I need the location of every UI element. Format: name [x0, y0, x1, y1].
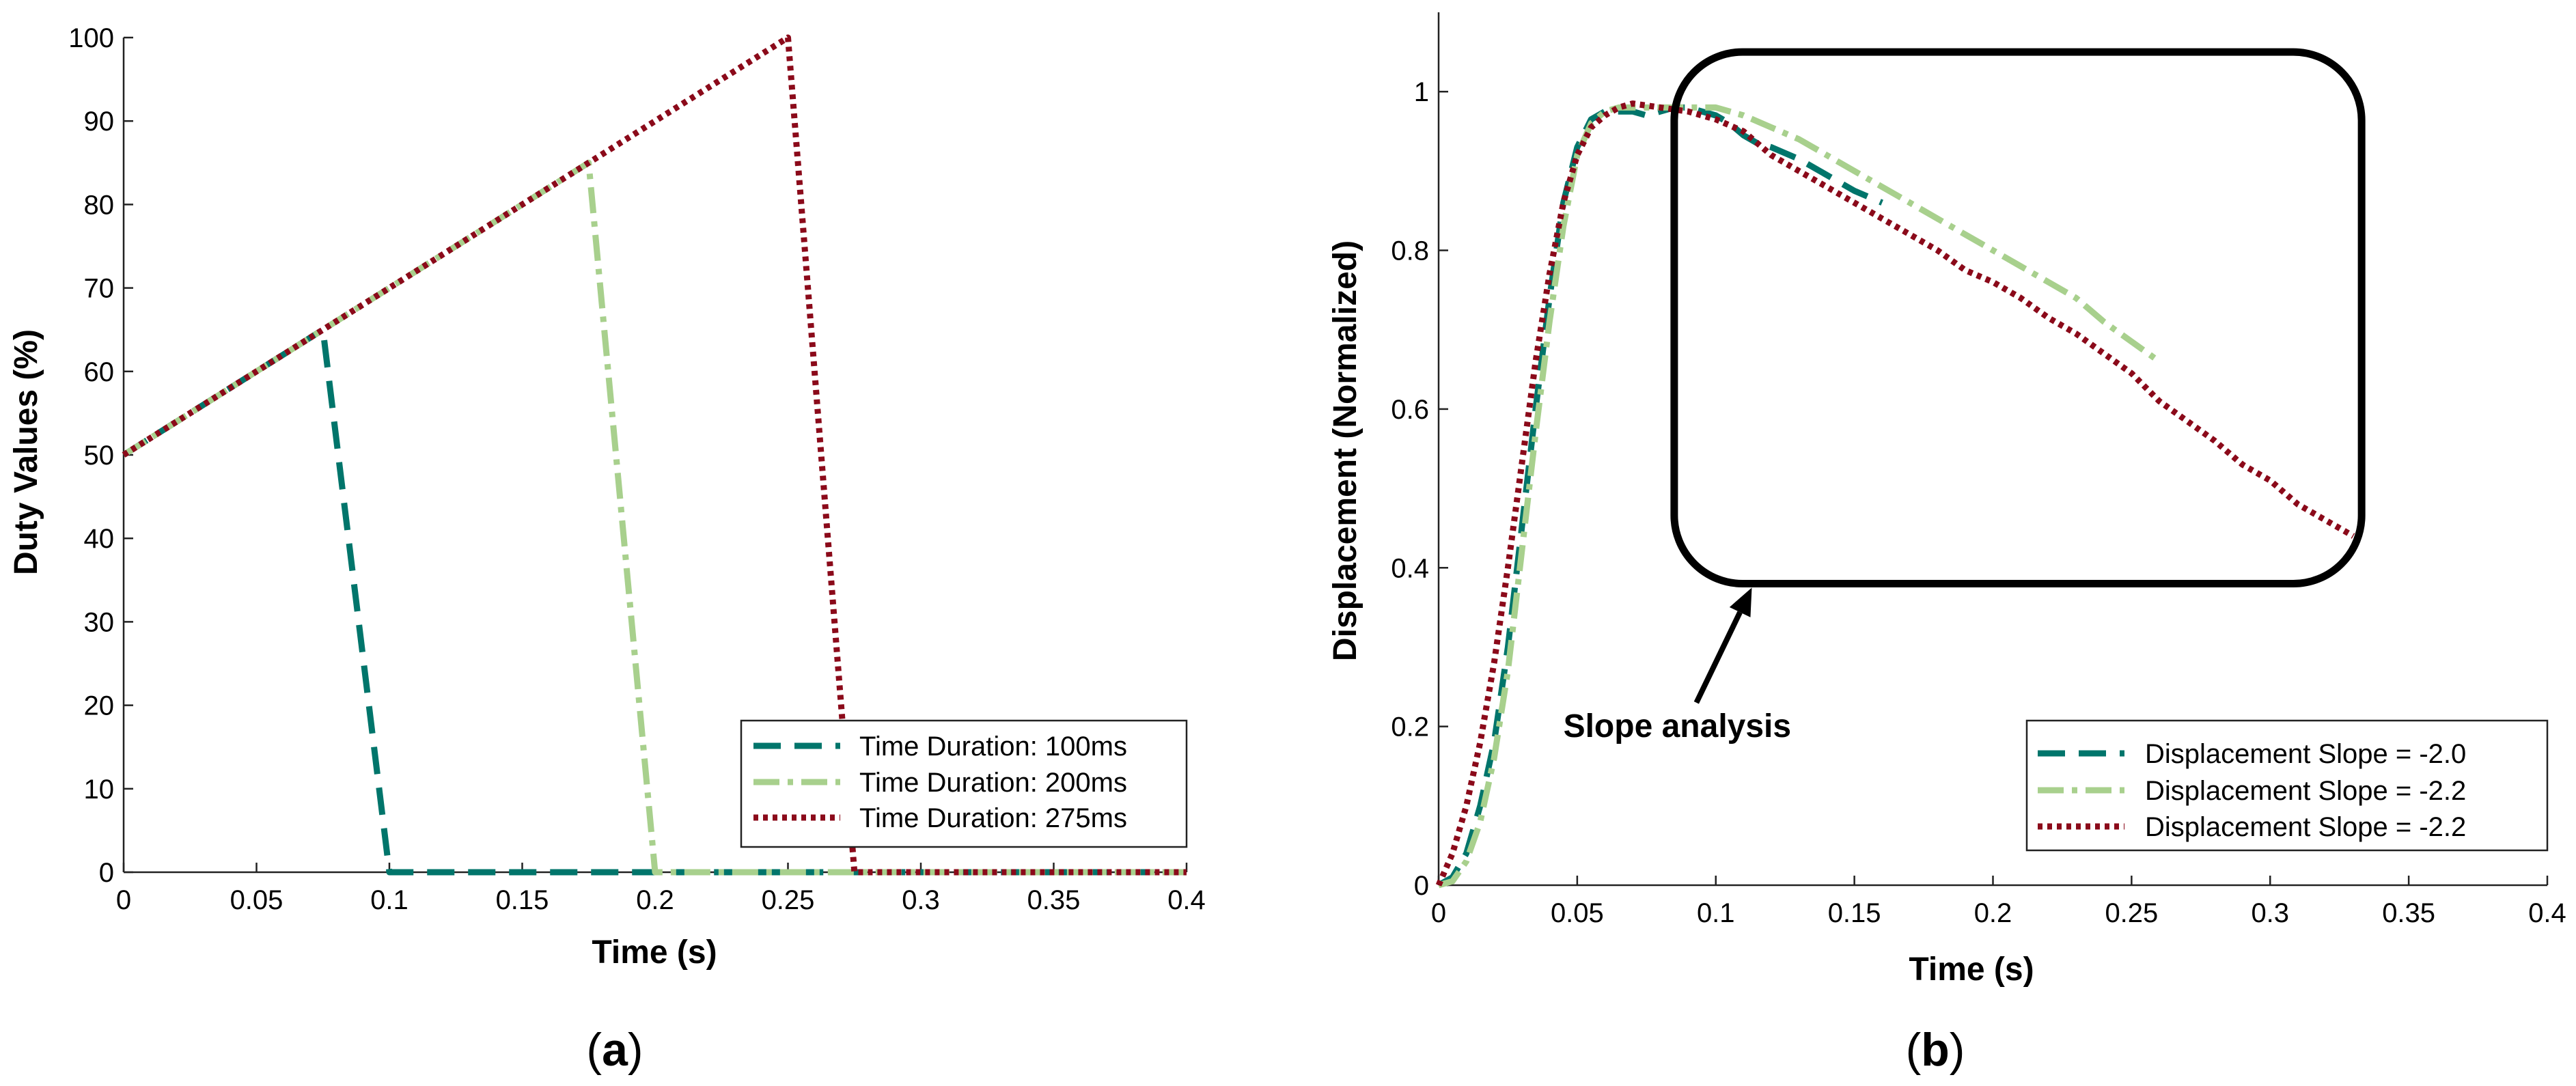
panel-b-caption-letter: b: [1921, 1024, 1950, 1076]
panel-b-y-tick-label: 0.8: [1391, 236, 1429, 266]
panel-b-y-tick-label: 0.2: [1391, 712, 1429, 742]
panel-b-y-tick-label: 0: [1414, 871, 1429, 901]
panel-a-y-tick-label: 0: [99, 858, 114, 888]
panel-b-caption-open-paren: (: [1906, 1024, 1922, 1076]
panel-b-x-tick-label: 0.1: [1697, 898, 1735, 928]
panel-a-y-tick-label: 60: [84, 357, 115, 387]
panel-b-y-tick-label: 1: [1414, 77, 1429, 107]
panel-a-y-tick-label: 10: [84, 775, 115, 805]
panel-b-x-tick-label: 0.15: [1828, 898, 1881, 928]
panel-b-legend: Displacement Slope = -2.0 Displacement S…: [2025, 719, 2549, 852]
panel-a-y-tick-label: 40: [84, 524, 115, 554]
panel-a-axes: 0 0.05 0.1 0.15 0.2 0.25 0.3 0.35 0.4 0 10 20 30 40 50…: [68, 23, 1206, 915]
panel-a-x-tick-label: 0: [116, 885, 131, 915]
panel-a-y-tick-label: 20: [84, 691, 115, 721]
panel-a-x-axis-label: Time (s): [592, 934, 717, 971]
panel-b-x-tick-label: 0.3: [2251, 898, 2289, 928]
panel-b-x-tick-label: 0.2: [1974, 898, 2012, 928]
panel-b-x-axis-label: Time (s): [1909, 951, 2034, 988]
panel-a-series-line-1: [122, 326, 1187, 876]
panel-b-x-tick-label: 0.25: [2105, 898, 2158, 928]
panel-a-x-tick-label: 0.35: [1027, 885, 1081, 915]
panel-b-x-tick-label: 0.05: [1551, 898, 1604, 928]
panel-a-y-tick-label: 90: [84, 107, 115, 137]
panel-a-caption-label: (a): [586, 1024, 643, 1076]
panel-b-legend-box: [2025, 719, 2549, 852]
panel-b-legend-label-slope-2-2-red: Displacement Slope = -2.2: [2145, 812, 2466, 842]
panel-a-y-tick-label: 50: [84, 441, 115, 471]
panel-a-y-tick-label: 30: [84, 607, 115, 637]
panel-a-x-tick-label: 0.15: [496, 885, 549, 915]
panel-a-caption-close-paren: ): [628, 1024, 643, 1076]
panel-b-y-tick-label: 0.6: [1391, 395, 1429, 425]
panel-a-y-tick-label: 80: [84, 190, 115, 220]
panel-b-series-line-2: [1437, 104, 2161, 889]
panel-b-legend-label-slope-2-0: Displacement Slope = -2.0: [2145, 739, 2466, 769]
panel-a-y-tick-label: 70: [84, 274, 115, 304]
panel-a-series-line-3: [122, 34, 1187, 876]
panel-a-series-line-2: [122, 159, 1187, 876]
panel-a-x-tick-label: 0.3: [902, 885, 940, 915]
panel-b-x-tick-label: 0.35: [2382, 898, 2435, 928]
panel-a-caption-open-paren: (: [586, 1024, 602, 1076]
slope-analysis-annotation: Slope analysis: [1564, 48, 2366, 744]
panel-b-axes: 0 0.05 0.1 0.15 0.2 0.25 0.3 0.35 0.4 0 0.2 0.4 0.6 0…: [1391, 12, 2566, 928]
panel-a-x-tick-label: 0.4: [1167, 885, 1206, 915]
panel-b-caption-close-paren: ): [1950, 1024, 1965, 1076]
panel-a-legend-label-100ms: Time Duration: 100ms: [859, 732, 1127, 762]
panel-a-x-tick-label: 0.1: [370, 885, 408, 915]
panel-a-y-axis-label: Duty Values (%): [8, 329, 44, 575]
panel-a-y-tick-label: 100: [68, 23, 114, 53]
panel-a-duty-chart: 0 0.05 0.1 0.15 0.2 0.25 0.3 0.35 0.4 0 10 20 30 40 50…: [8, 23, 1206, 1076]
panel-b-y-axis-label: Displacement (Normalized): [1327, 240, 1363, 661]
panel-a-legend-label-200ms: Time Duration: 200ms: [859, 768, 1127, 798]
panel-a-x-tick-label: 0.05: [230, 885, 283, 915]
panel-b-displacement-chart: 0 0.05 0.1 0.15 0.2 0.25 0.3 0.35 0.4 0 0.2 0.4 0.6 0…: [1327, 12, 2566, 1076]
slope-analysis-region-box: [1670, 48, 2366, 588]
panel-b-legend-label-slope-2-2-green: Displacement Slope = -2.2: [2145, 776, 2466, 806]
panel-b-series-line-1: [1437, 104, 1883, 888]
slope-analysis-arrow: [1693, 611, 1743, 704]
panel-b-caption-label: (b): [1906, 1024, 1965, 1076]
panel-b-y-tick-label: 0.4: [1391, 553, 1429, 583]
panel-a-caption-letter: a: [602, 1024, 628, 1076]
panel-a-x-tick-label: 0.25: [762, 885, 815, 915]
slope-analysis-arrowhead: [1729, 587, 1752, 617]
panel-a-x-tick-label: 0.2: [636, 885, 674, 915]
panel-b-x-tick-label: 0: [1431, 898, 1446, 928]
panel-a-legend: Time Duration: 100ms Time Duration: 200m…: [740, 719, 1188, 848]
panel-b-series-group: [1435, 100, 2355, 889]
panel-b-series-line-3: [1435, 100, 2355, 887]
slope-analysis-label: Slope analysis: [1564, 708, 1792, 744]
panel-a-legend-label-275ms: Time Duration: 275ms: [859, 803, 1127, 833]
panel-a-series-group: [122, 34, 1187, 876]
panel-b-x-tick-label: 0.4: [2528, 898, 2566, 928]
